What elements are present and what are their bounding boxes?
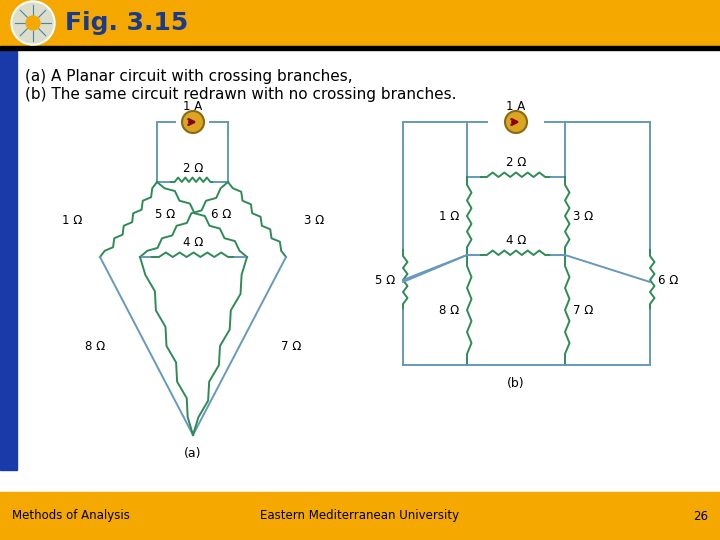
Text: 1 A: 1 A (506, 99, 526, 112)
Text: 2 Ω: 2 Ω (183, 161, 203, 174)
Text: Fig. 3.15: Fig. 3.15 (65, 11, 188, 35)
Circle shape (505, 111, 527, 133)
Text: (a) A Planar circuit with crossing branches,: (a) A Planar circuit with crossing branc… (25, 70, 353, 84)
Text: 3 Ω: 3 Ω (573, 210, 593, 222)
Text: Eastern Mediterranean University: Eastern Mediterranean University (261, 510, 459, 523)
Text: 3 Ω: 3 Ω (304, 213, 324, 226)
Text: 1 Ω: 1 Ω (62, 213, 82, 226)
Text: Methods of Analysis: Methods of Analysis (12, 510, 130, 523)
Text: (b) The same circuit redrawn with no crossing branches.: (b) The same circuit redrawn with no cro… (25, 87, 456, 103)
Text: (b): (b) (507, 376, 525, 389)
Text: 2 Ω: 2 Ω (506, 157, 526, 170)
Text: 6 Ω: 6 Ω (211, 208, 231, 221)
Circle shape (182, 111, 204, 133)
Bar (0, 46, 720, 50)
Bar (0, 50, 17, 470)
Text: 26: 26 (693, 510, 708, 523)
Circle shape (11, 1, 55, 45)
Text: 1 A: 1 A (184, 99, 202, 112)
Bar (0, 0, 720, 45)
Text: 1 Ω: 1 Ω (438, 210, 459, 222)
Text: 7 Ω: 7 Ω (281, 340, 301, 353)
Text: 5 Ω: 5 Ω (155, 208, 175, 221)
Circle shape (26, 16, 40, 30)
Text: 6 Ω: 6 Ω (658, 273, 678, 287)
Circle shape (13, 3, 53, 43)
Text: (a): (a) (184, 447, 202, 460)
Text: 8 Ω: 8 Ω (439, 303, 459, 316)
Text: 7 Ω: 7 Ω (573, 303, 593, 316)
Bar (0, 492, 720, 540)
Text: 8 Ω: 8 Ω (85, 340, 105, 353)
Text: 4 Ω: 4 Ω (506, 234, 526, 247)
Text: 4 Ω: 4 Ω (183, 237, 203, 249)
Text: 5 Ω: 5 Ω (375, 273, 395, 287)
